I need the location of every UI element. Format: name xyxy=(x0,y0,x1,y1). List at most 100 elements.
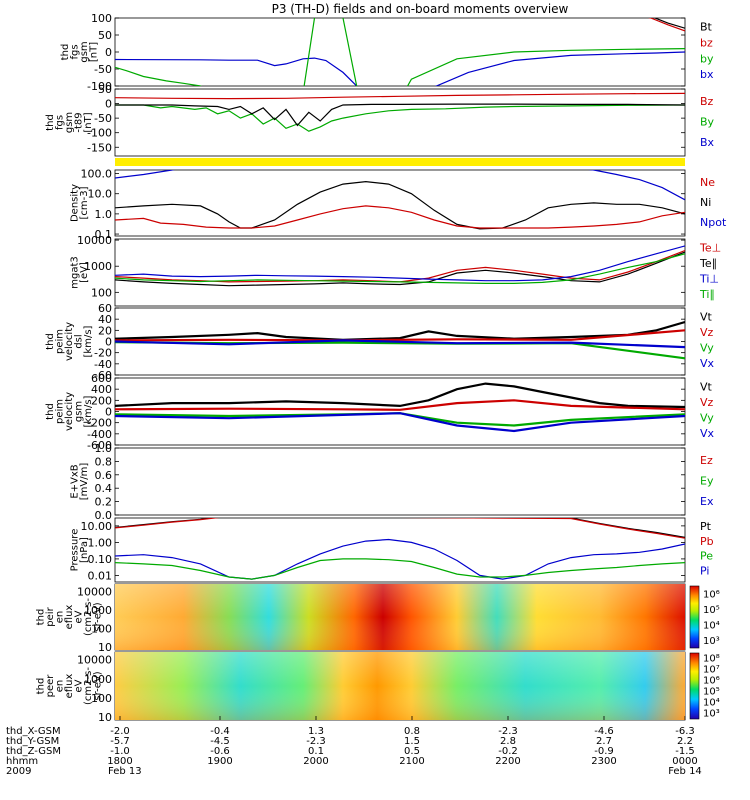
x-row-label: thd_Y-GSM xyxy=(6,736,59,747)
y-axis-label: eV xyxy=(74,679,85,692)
x-tick-label: 1800 xyxy=(107,756,132,767)
y-tick-label: 50 xyxy=(98,29,112,42)
y-tick-label: 100 xyxy=(91,692,112,705)
legend-entry: Pt xyxy=(700,520,712,533)
x-tick-label: 1900 xyxy=(207,756,232,767)
y-tick-label: 0.8 xyxy=(95,455,113,468)
series-line xyxy=(115,103,685,127)
x-tick-label: -2.3 xyxy=(306,736,326,747)
y-axis-label: Pressure xyxy=(69,529,80,572)
y-tick-label: 10.00 xyxy=(81,520,113,533)
y-tick-label: 1000 xyxy=(84,260,112,273)
y-axis-label: velocity xyxy=(64,322,75,361)
x-tick-label: -0.4 xyxy=(210,726,230,737)
y-tick-label: -100 xyxy=(87,80,112,93)
legend-entry: Vt xyxy=(700,310,713,323)
legend-entry: Vt xyxy=(700,380,713,393)
x-tick-label: 2300 xyxy=(591,756,616,767)
panel-frame xyxy=(114,169,686,237)
x-tick-label: Feb 13 xyxy=(108,766,142,777)
series-line xyxy=(115,412,685,433)
legend-entry: Ti⊥ xyxy=(699,273,719,286)
x-tick-label: -0.9 xyxy=(594,746,614,757)
y-axis-label: [mV/m] xyxy=(79,463,90,501)
panel-frame xyxy=(114,17,686,87)
x-tick-label: 0000 xyxy=(672,756,697,767)
legend-entry: Ne xyxy=(700,176,715,189)
legend-entry: Vz xyxy=(700,396,714,409)
y-tick-label: 10000 xyxy=(77,585,112,598)
y-axis-label: eflux xyxy=(64,674,75,699)
y-tick-label: 0.4 xyxy=(95,482,113,495)
series-line xyxy=(115,412,685,427)
x-tick-label: 1.5 xyxy=(404,736,420,747)
legend-entry: Npot xyxy=(700,216,727,229)
series-line xyxy=(115,558,685,580)
y-axis-label: fgs xyxy=(55,115,66,130)
legend-entry: Vy xyxy=(700,342,714,355)
legend-entry: Bz xyxy=(700,95,714,108)
y-tick-label: -400 xyxy=(87,428,112,441)
x-tick-label: 2000 xyxy=(303,756,328,767)
legend-entry: bx xyxy=(700,68,714,81)
panels: 100500-50-100thdfgsgsm[nT]Btbzbybx500-50… xyxy=(36,12,727,724)
y-tick-label: -50 xyxy=(94,63,112,76)
series-line xyxy=(115,399,685,411)
y-tick-label: 10 xyxy=(98,711,112,724)
y-axis-label: peer xyxy=(45,674,56,698)
colorbar-label: 10⁴ xyxy=(703,621,720,632)
y-axis-label: fgs xyxy=(69,44,80,59)
y-tick-label: 400 xyxy=(91,383,112,396)
colorbar-label: 10⁶ xyxy=(703,675,720,686)
y-axis-label: peim xyxy=(55,399,66,424)
legend-entry: Ex xyxy=(700,495,714,508)
series-line xyxy=(115,170,685,201)
y-tick-label: 20 xyxy=(98,324,112,337)
chart-title: P3 (TH-D) fields and on-board moments ov… xyxy=(272,2,569,16)
colorbar-label: 10³ xyxy=(703,708,720,719)
y-axis-label: thd xyxy=(60,44,71,61)
legend-entry: Te⊥ xyxy=(699,241,721,254)
y-tick-label: 600 xyxy=(91,372,112,385)
y-tick-label: 0.6 xyxy=(95,469,113,482)
legend-entry: By xyxy=(700,116,715,129)
colorbar-label: 10⁵ xyxy=(703,686,720,697)
y-axis-label: thd xyxy=(36,678,47,695)
x-tick-label: 0.5 xyxy=(404,746,420,757)
series-line xyxy=(653,18,685,29)
y-axis-label: velocity xyxy=(64,392,75,431)
y-axis-label: eflux xyxy=(64,605,75,630)
y-axis-label: [km/s] xyxy=(83,325,94,357)
x-tick-label: 2.7 xyxy=(596,736,612,747)
panel-6: 1.00.80.60.40.20.0 E+VxB[mV/m] Ez Ey Ex xyxy=(69,442,714,522)
ion-spectrogram xyxy=(115,584,685,650)
x-tick-label: -0.6 xyxy=(210,746,230,757)
y-axis-label: Density xyxy=(69,184,80,222)
panel-3: 10000 1000 100 mgat3[eV] Te⊥ Te∥ Ti⊥ Ti∥ xyxy=(69,234,721,307)
colorbar-label: 10⁶ xyxy=(703,590,720,601)
y-tick-label: -200 xyxy=(87,417,112,430)
y-axis-label: mgat3 xyxy=(69,256,80,289)
y-axis-label: en xyxy=(55,611,66,624)
x-tick-label: 2.8 xyxy=(500,736,516,747)
legend-entry: Ti∥ xyxy=(699,288,715,301)
y-tick-label: 0.10 xyxy=(88,553,113,566)
x-tick-label: 1.3 xyxy=(308,726,324,737)
y-tick-label: 0 xyxy=(105,406,112,419)
y-axis-label: dsl xyxy=(74,334,85,348)
legend-entry: Bx xyxy=(700,136,715,149)
y-tick-label: 0 xyxy=(105,98,112,111)
y-axis-label: [nPa] xyxy=(79,537,90,563)
x-tick-label: 2100 xyxy=(399,756,424,767)
series-line xyxy=(115,104,685,132)
x-axis-table: thd_X-GSMthd_Y-GSMthd_Z-GSMhhmm2009-2.0-… xyxy=(6,716,702,777)
y-tick-label: -60 xyxy=(94,369,112,382)
x-row-label: hhmm xyxy=(6,756,38,767)
panel-frame xyxy=(114,238,686,307)
series-line xyxy=(115,92,685,100)
electron-colorbar xyxy=(689,652,700,720)
